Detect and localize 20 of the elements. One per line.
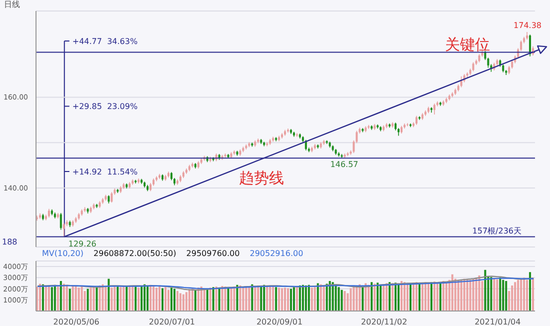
- annotation: +44.77 34.63%: [72, 37, 138, 46]
- text: 29052916.00: [250, 249, 304, 258]
- text: MV(10,20): [42, 249, 84, 258]
- ref-line-label: 关键位: [445, 35, 490, 54]
- annotation: +14.92 11.54%: [72, 167, 138, 176]
- x-tick-label: 2021/01/04: [474, 318, 521, 326]
- text: 29509760.00: [186, 249, 240, 258]
- x-tick-label: 2020/09/01: [256, 318, 303, 326]
- annotation: 174.38: [514, 20, 542, 30]
- x-tick-label: 2020/11/02: [361, 318, 408, 326]
- text: 29608872.00(50:50): [94, 249, 176, 258]
- annotation: 157根/236天: [472, 226, 522, 236]
- text: 188: [2, 238, 18, 247]
- annotation: +29.85 23.09%: [72, 102, 138, 112]
- series-label: 趋势线: [238, 169, 284, 188]
- x-tick-label: 2020/05/06: [53, 318, 100, 326]
- annotation: 129.26: [68, 240, 96, 249]
- annotation: 146.57: [330, 160, 358, 170]
- chart-subtitle: 日线: [4, 0, 20, 10]
- x-tick-label: 2020/07/01: [148, 318, 196, 326]
